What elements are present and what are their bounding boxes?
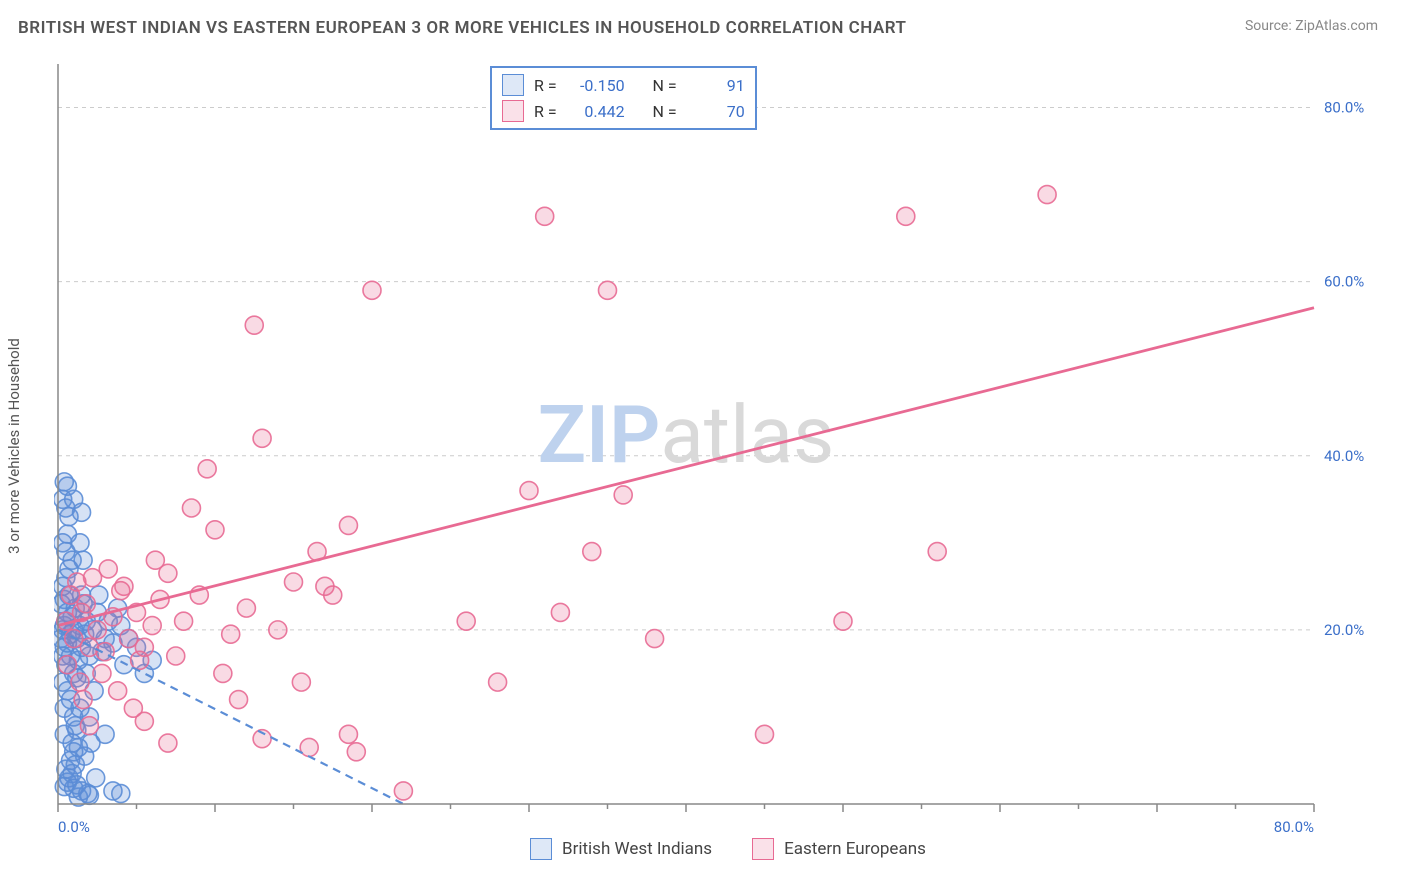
scatter-point — [71, 534, 89, 552]
scatter-point — [99, 560, 117, 578]
legend-swatch — [502, 100, 524, 122]
scatter-point — [58, 656, 76, 674]
legend-label: Eastern Europeans — [784, 839, 926, 859]
scatter-point — [135, 712, 153, 730]
scatter-point — [614, 486, 632, 504]
svg-text:20.0%: 20.0% — [1324, 621, 1364, 639]
scatter-point — [93, 664, 111, 682]
scatter-point — [80, 717, 98, 735]
scatter-point — [159, 734, 177, 752]
scatter-point — [551, 603, 569, 621]
scatter-point — [1038, 186, 1056, 204]
scatter-point — [489, 673, 507, 691]
scatter-point — [928, 543, 946, 561]
legend-label: British West Indians — [562, 839, 712, 859]
trend-line — [58, 308, 1314, 626]
scatter-point — [834, 612, 852, 630]
scatter-point — [112, 785, 130, 803]
legend-item: British West Indians — [530, 838, 712, 860]
svg-text:80.0%: 80.0% — [1274, 818, 1314, 836]
scatter-point — [146, 551, 164, 569]
svg-text:40.0%: 40.0% — [1324, 447, 1364, 465]
scatter-point — [222, 625, 240, 643]
svg-text:0.0%: 0.0% — [58, 818, 90, 836]
y-axis-title: 3 or more Vehicles in Household — [5, 338, 23, 554]
scatter-point — [897, 207, 915, 225]
scatter-point — [339, 516, 357, 534]
scatter-point — [74, 691, 92, 709]
scatter-point — [363, 281, 381, 299]
legend-item: Eastern Europeans — [752, 838, 926, 860]
scatter-point — [109, 682, 127, 700]
legend-swatch — [752, 838, 774, 860]
scatter-point — [115, 577, 133, 595]
scatter-point — [347, 743, 365, 761]
source-credit: Source: ZipAtlas.com — [1245, 18, 1378, 34]
scatter-point — [245, 316, 263, 334]
scatter-point — [316, 577, 334, 595]
scatter-point — [182, 499, 200, 517]
series-legend: British West Indians Eastern Europeans — [530, 838, 926, 860]
scatter-point — [198, 460, 216, 478]
scatter-point — [339, 725, 357, 743]
stats-legend-row: R =-0.150 N =91 — [502, 72, 745, 98]
scatter-point — [237, 599, 255, 617]
svg-text:80.0%: 80.0% — [1324, 99, 1364, 117]
scatter-point — [536, 207, 554, 225]
scatter-point — [756, 725, 774, 743]
scatter-point — [269, 621, 287, 639]
svg-text:60.0%: 60.0% — [1324, 273, 1364, 291]
scatter-point — [143, 617, 161, 635]
scatter-point — [74, 551, 92, 569]
scatter-point — [285, 573, 303, 591]
scatter-point — [206, 521, 224, 539]
stats-legend: R =-0.150 N =91R =0.442 N =70 — [490, 66, 757, 130]
scatter-point — [646, 630, 664, 648]
legend-swatch — [502, 74, 524, 96]
chart-title: BRITISH WEST INDIAN VS EASTERN EUROPEAN … — [18, 18, 906, 38]
scatter-point — [520, 482, 538, 500]
scatter-point — [167, 647, 185, 665]
scatter-point — [77, 595, 95, 613]
scatter-point — [457, 612, 475, 630]
scatter-point — [175, 612, 193, 630]
scatter-point — [300, 738, 318, 756]
scatter-point — [394, 782, 412, 800]
scatter-point — [71, 673, 89, 691]
scatter-point — [230, 691, 248, 709]
scatter-point — [253, 429, 271, 447]
trend-line — [58, 630, 403, 804]
scatter-point — [214, 664, 232, 682]
scatter-point — [583, 543, 601, 561]
scatter-plot: 20.0%40.0%60.0%80.0%ZIPatlas0.0%80.0% — [54, 60, 1384, 820]
scatter-point — [599, 281, 617, 299]
scatter-point — [88, 621, 106, 639]
scatter-point — [131, 651, 149, 669]
legend-swatch — [530, 838, 552, 860]
scatter-point — [292, 673, 310, 691]
scatter-point — [65, 490, 83, 508]
stats-legend-row: R =0.442 N =70 — [502, 98, 745, 124]
